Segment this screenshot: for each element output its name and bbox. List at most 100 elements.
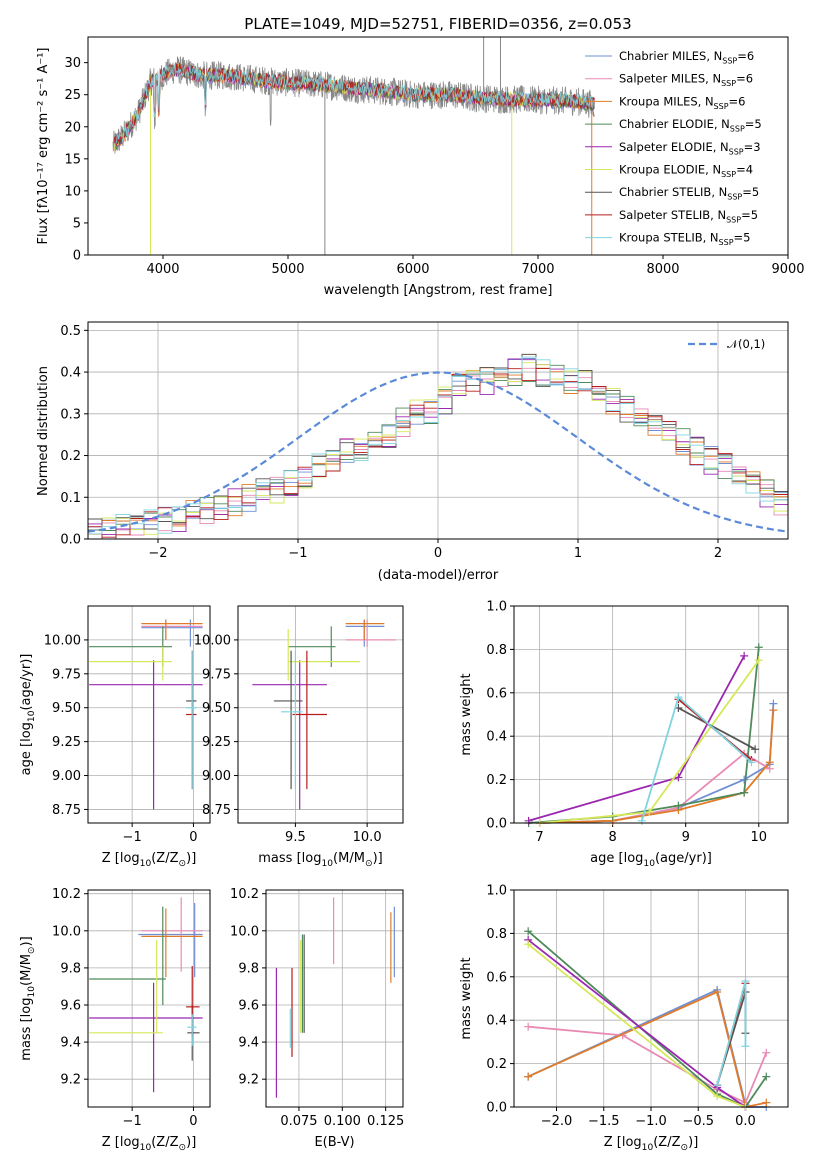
mass-weight-marker	[740, 651, 749, 660]
y-tick-label: 0.8	[486, 927, 507, 942]
y-axis-label: mass weight	[459, 673, 474, 755]
y-tick-label: 10	[64, 184, 81, 199]
legend-label: Kroupa MILES, NSSP=6	[619, 94, 745, 110]
x-tick-label: 9	[682, 830, 690, 845]
x-tick-label: 0	[434, 546, 442, 561]
y-tick-label: 10.2	[230, 887, 259, 902]
mass-weight-marker	[713, 1092, 722, 1101]
x-tick-label: 8000	[646, 262, 679, 277]
x-axis-label: mass [log10(M/M⊙)]	[258, 851, 382, 869]
model-fit-line	[113, 63, 595, 150]
mass-weight-line	[539, 752, 771, 824]
mass-weight-marker	[524, 927, 533, 936]
x-tick-label: 9.5	[285, 830, 306, 845]
y-tick-label: 9.75	[202, 667, 231, 682]
y-tick-label: 8.75	[52, 803, 81, 818]
mass-weight-line	[677, 707, 756, 750]
mass-weight-line	[528, 655, 745, 822]
y-tick-label: 0.6	[486, 970, 507, 985]
mass-weight-marker	[524, 1072, 533, 1081]
x-axis-label: wavelength [Angstrom, rest frame]	[324, 283, 553, 298]
y-tick-label: 0.2	[486, 773, 507, 788]
y-tick-label: 0.8	[486, 643, 507, 658]
mass-weight-marker	[762, 1072, 771, 1081]
x-tick-label: 0.075	[280, 1114, 317, 1129]
legend-label: Kroupa STELIB, NSSP=5	[619, 231, 750, 247]
y-tick-label: 1.0	[486, 600, 507, 615]
y-tick-label: 25	[64, 88, 81, 103]
y-tick-label: 0.0	[60, 533, 81, 548]
x-tick-label: −0.5	[682, 1114, 714, 1129]
mass-weight-line	[716, 980, 747, 1086]
y-tick-label: 10.0	[52, 924, 81, 939]
z-age-axes-frame	[87, 605, 211, 824]
residual-histogram-line	[88, 362, 788, 540]
x-tick-label: 8	[608, 830, 616, 845]
mass-weight-marker	[769, 706, 778, 715]
legend-label: Chabrier STELIB, NSSP=5	[619, 185, 759, 201]
x-tick-label: −1.0	[635, 1114, 667, 1129]
mass-age-axes-frame	[237, 605, 404, 824]
y-tick-label: 0.2	[486, 1057, 507, 1072]
legend-label: Chabrier ELODIE, NSSP=5	[619, 117, 762, 133]
y-tick-label: 9.6	[60, 998, 81, 1013]
y-tick-label: 0.6	[486, 686, 507, 701]
x-axis-label: (data-model)/error	[378, 568, 499, 583]
y-tick-label: 0.0	[486, 817, 507, 832]
ebv-mass-axes-frame	[265, 889, 404, 1108]
mass-weight-marker	[524, 1022, 533, 1031]
y-tick-label: 0.2	[60, 449, 81, 464]
y-tick-label: 0.4	[486, 730, 507, 745]
mass-weight-line	[527, 990, 767, 1109]
x-tick-label: 7000	[521, 262, 554, 277]
mass-weight-line	[539, 710, 775, 824]
y-tick-label: 10.00	[194, 633, 231, 648]
y-tick-label: 9.00	[202, 769, 231, 784]
y-tick-label: 5	[73, 216, 81, 231]
x-tick-label: 0.0	[735, 1114, 756, 1129]
y-tick-label: 0.1	[60, 491, 81, 506]
mass-weight-marker	[713, 1081, 722, 1090]
legend-label: Salpeter ELODIE, NSSP=3	[619, 140, 761, 156]
mass-weight-line	[527, 939, 747, 1108]
x-tick-label: −1	[123, 1114, 142, 1129]
z-weight-axes-frame	[513, 889, 789, 1108]
legend-label: Kroupa ELODIE, NSSP=4	[619, 163, 753, 179]
y-tick-label: 9.50	[52, 701, 81, 716]
x-axis-label: E(B-V)	[314, 1135, 354, 1150]
x-tick-label: 5000	[271, 262, 304, 277]
chart-title: PLATE=1049, MJD=52751, FIBERID=0356, z=0…	[244, 15, 631, 33]
residual-histogram-line	[88, 356, 788, 535]
mass-weight-marker	[765, 758, 774, 767]
x-tick-label: 2	[714, 546, 722, 561]
histogram-axes-frame	[87, 321, 789, 540]
legend-label: Chabrier MILES, NSSP=6	[619, 49, 754, 65]
y-tick-label: 30	[64, 56, 81, 71]
legend-label: Salpeter MILES, NSSP=6	[619, 72, 753, 88]
x-axis-label: age [log10(age/yr)]	[590, 851, 712, 869]
mass-weight-marker	[751, 745, 760, 754]
y-tick-label: 9.2	[60, 1073, 81, 1088]
y-tick-label: 0.5	[60, 324, 81, 339]
mass-weight-line	[528, 647, 760, 824]
y-tick-label: 10.0	[230, 924, 259, 939]
y-axis-label: Normed distribution	[36, 366, 51, 496]
mass-weight-marker	[674, 801, 683, 810]
mass-weight-marker	[762, 1048, 771, 1057]
mass-weight-marker	[740, 788, 749, 797]
mass-weight-marker	[524, 940, 533, 949]
y-tick-label: 0.4	[60, 366, 81, 381]
z-mass-axes-frame	[87, 889, 211, 1108]
y-tick-label: 8.75	[202, 803, 231, 818]
x-tick-label: 10.0	[353, 830, 382, 845]
y-tick-label: 9.25	[202, 735, 231, 750]
y-tick-label: 9.00	[52, 769, 81, 784]
mass-weight-marker	[674, 773, 683, 782]
mass-weight-marker	[637, 816, 646, 825]
mass-weight-marker	[740, 775, 749, 784]
mass-weight-marker	[754, 643, 763, 652]
mass-weight-marker	[713, 987, 722, 996]
x-tick-label: 9000	[771, 262, 804, 277]
y-tick-label: 0.4	[486, 1014, 507, 1029]
x-axis-label: Z [log10(Z/Z⊙)]	[102, 851, 197, 869]
